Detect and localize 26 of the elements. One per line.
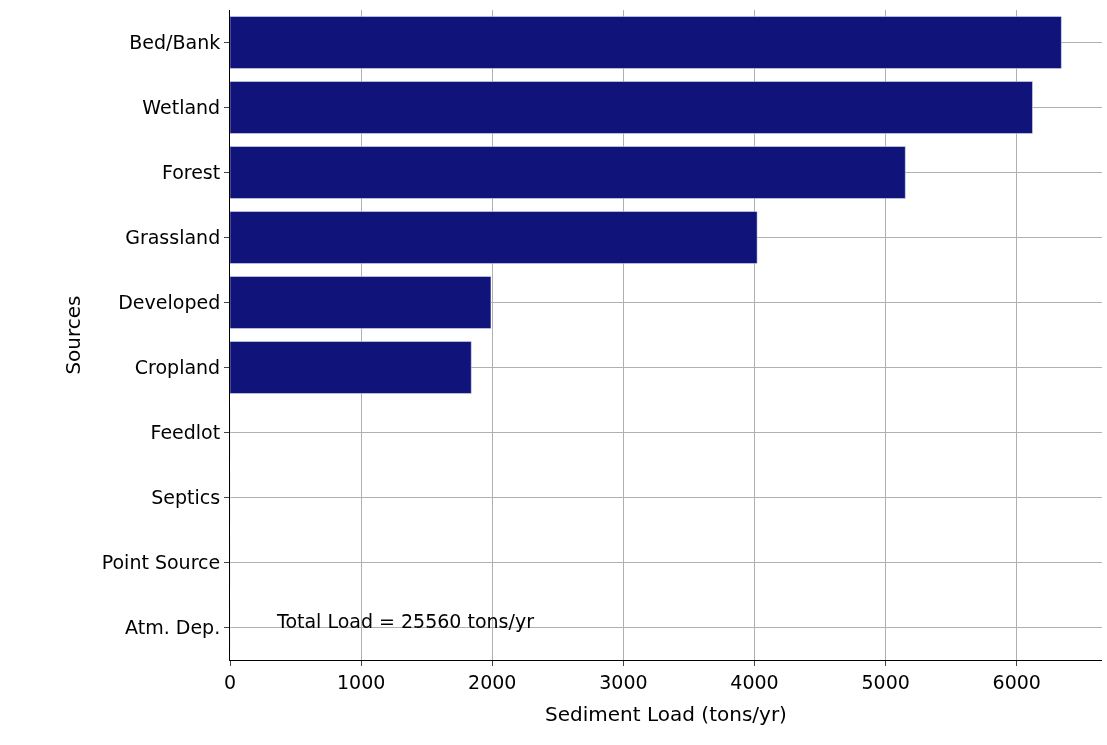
- y-tick-label: Forest: [161, 161, 221, 184]
- y-tick-label: Atm. Dep.: [125, 616, 221, 639]
- bar: [230, 341, 472, 394]
- y-tick-label: Septics: [151, 486, 221, 509]
- x-tick-label: 1000: [336, 670, 386, 693]
- y-tick-label: Feedlot: [150, 421, 221, 444]
- bar: [230, 146, 906, 199]
- x-tick-label: 0: [223, 670, 237, 693]
- y-tick-label: Bed/Bank: [129, 31, 221, 54]
- bar: [230, 276, 492, 329]
- x-tick-label: 6000: [992, 670, 1041, 693]
- x-tick-label: 4000: [730, 670, 779, 693]
- annotation: Total Load = 25560 tons/yr: [276, 610, 535, 632]
- x-axis-title: Sediment Load (tons/yr): [545, 702, 787, 727]
- x-tick-label: 3000: [599, 670, 648, 693]
- y-tick-label: Grassland: [125, 226, 221, 249]
- bar: [230, 81, 1033, 134]
- bar: [230, 16, 1062, 69]
- x-tick-label: 2000: [468, 670, 517, 693]
- y-tick-label: Point Source: [101, 551, 221, 574]
- bar: [230, 211, 758, 264]
- y-tick-label: Cropland: [134, 356, 221, 379]
- y-tick-label: Developed: [118, 291, 221, 314]
- x-tick-label: 5000: [861, 670, 910, 693]
- y-tick-label: Wetland: [142, 96, 221, 119]
- y-axis-title: Sources: [61, 295, 86, 375]
